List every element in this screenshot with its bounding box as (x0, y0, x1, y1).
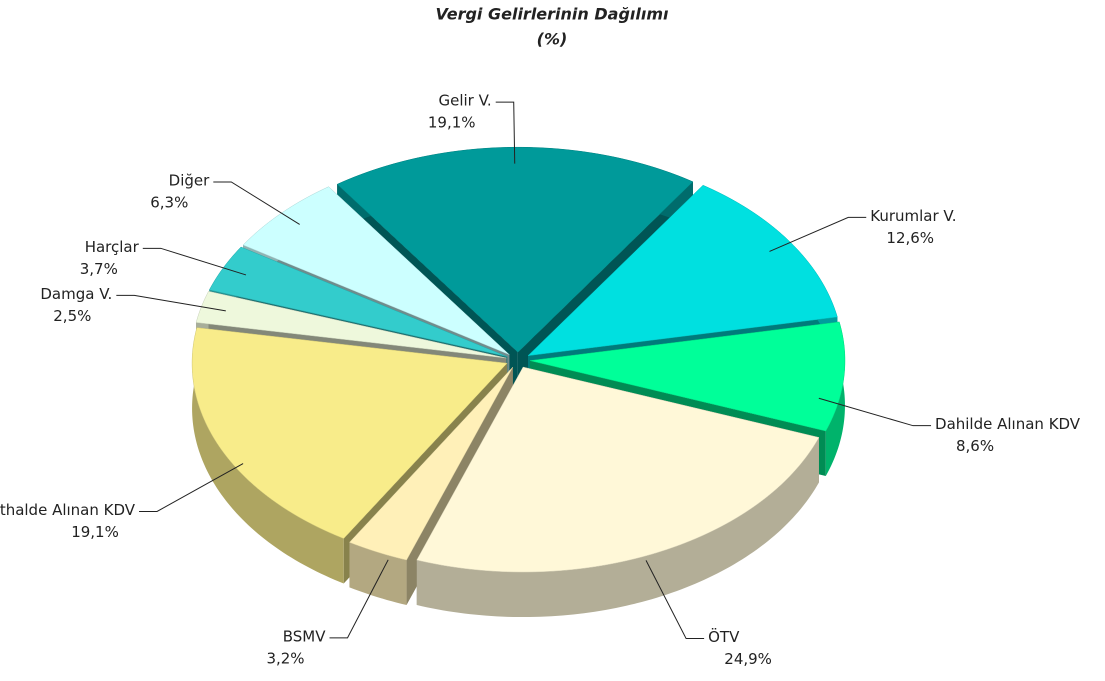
pie-slice (191, 327, 508, 539)
slice-label: BSMV (283, 627, 326, 645)
leader-line (495, 101, 516, 164)
slice-label: İthalde Alınan KDV (0, 500, 136, 519)
pie-slice (529, 321, 846, 432)
leader-line (213, 181, 300, 225)
slice-label: Gelir V. (438, 92, 491, 110)
slice-label: ÖTV (708, 627, 740, 646)
slice-value-label: 12,6% (886, 229, 934, 247)
leader-line (769, 216, 867, 252)
leader-line (139, 463, 244, 512)
leader-line (645, 560, 705, 640)
leader-line (818, 397, 932, 427)
slice-side (192, 327, 344, 584)
pie-slice (349, 366, 514, 561)
slice-value-label: 8,6% (956, 437, 994, 455)
pie-slice (416, 366, 820, 573)
chart-title: Vergi Gelirlerinin Dağılımı (436, 5, 670, 24)
leader-line (116, 294, 226, 312)
slice-value-label: 6,3% (150, 193, 188, 211)
leader-line (329, 559, 389, 639)
slice-value-label: 24,9% (724, 650, 772, 668)
chart-subtitle: (%) (537, 30, 568, 49)
slice-value-label: 19,1% (428, 114, 476, 132)
slice-value-label: 19,1% (71, 523, 119, 541)
slice-value-label: 2,5% (53, 307, 91, 325)
slice-label: Damga V. (40, 285, 112, 303)
slice-value-label: 3,2% (266, 649, 304, 667)
slice-label: Kurumlar V. (870, 207, 956, 225)
slice-label: Dahilde Alınan KDV (935, 415, 1081, 433)
slice-tops (191, 146, 846, 573)
slice-side (349, 542, 407, 606)
slice-label: Diğer (169, 171, 210, 189)
slice-value-label: 3,7% (80, 260, 118, 278)
slice-label: Harçlar (85, 238, 140, 256)
leader-line (142, 247, 247, 276)
